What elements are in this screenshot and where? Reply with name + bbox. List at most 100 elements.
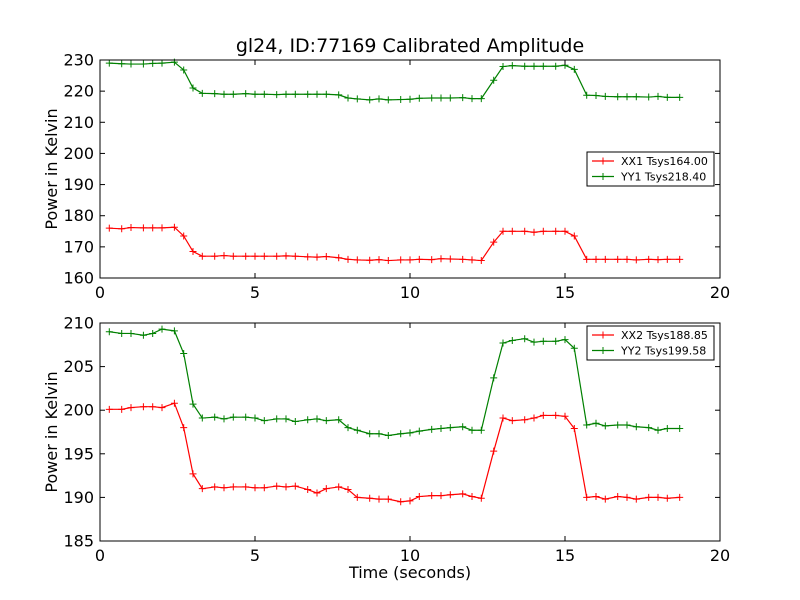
data-point — [105, 328, 113, 336]
x-tick-label: 10 — [400, 283, 420, 302]
data-point — [118, 405, 126, 413]
data-point — [304, 416, 312, 424]
data-point — [521, 416, 529, 424]
legend-swatch-marker — [599, 347, 607, 354]
data-point — [508, 227, 516, 235]
data-point — [632, 423, 640, 431]
data-point — [592, 255, 600, 263]
data-point — [539, 227, 547, 235]
legend-entry-label: XX2 Tsys188.85 — [621, 329, 708, 342]
data-point — [676, 493, 684, 501]
data-point — [127, 329, 135, 337]
x-axis-label: Time (seconds) — [348, 563, 471, 582]
x-tick-label: 20 — [710, 546, 730, 565]
legend-entry-label: YY2 Tsys199.58 — [620, 345, 706, 358]
data-point — [508, 336, 516, 344]
data-point — [676, 93, 684, 101]
y-tick-label: 230 — [63, 51, 94, 70]
data-point — [561, 412, 569, 420]
data-point — [242, 483, 250, 491]
data-point — [676, 425, 684, 433]
x-tick-label: 5 — [250, 283, 260, 302]
y-axis-label: Power in Kelvin — [42, 108, 61, 229]
data-point — [344, 94, 352, 102]
data-point — [353, 95, 361, 103]
data-point — [397, 498, 405, 506]
data-point — [459, 490, 467, 498]
data-point — [229, 90, 237, 98]
data-point — [539, 337, 547, 345]
chart-2: 0 5 10 15 20 185 190 195 200 205 210 Power in Kelvi… — [42, 314, 730, 583]
data-point — [251, 414, 259, 422]
series-1-2 — [105, 58, 684, 104]
data-point — [415, 94, 423, 102]
data-point — [623, 93, 631, 101]
data-point — [170, 223, 178, 231]
data-point — [211, 483, 219, 491]
data-point — [645, 424, 653, 432]
data-point — [570, 425, 578, 433]
data-point — [170, 327, 178, 335]
data-point — [158, 59, 166, 67]
legend-entry-label: XX1 Tsys164.00 — [621, 155, 708, 168]
data-point — [105, 59, 113, 67]
data-point — [322, 90, 330, 98]
data-point — [344, 486, 352, 494]
data-point — [623, 421, 631, 429]
data-point — [273, 482, 281, 490]
data-point — [406, 429, 414, 437]
data-point — [437, 492, 445, 500]
data-point — [530, 228, 538, 236]
data-point — [601, 92, 609, 100]
y-tick-label: 190 — [63, 175, 94, 194]
data-point — [251, 484, 259, 492]
data-point — [397, 430, 405, 438]
data-point — [198, 89, 206, 97]
data-point — [415, 255, 423, 263]
data-point — [632, 256, 640, 264]
data-point — [322, 485, 330, 493]
data-point — [198, 414, 206, 422]
data-point — [304, 90, 312, 98]
data-point — [211, 90, 219, 98]
data-point — [397, 96, 405, 104]
data-point — [273, 252, 281, 260]
data-point — [260, 252, 268, 260]
data-point — [366, 494, 374, 502]
data-point — [477, 95, 485, 103]
data-point — [304, 253, 312, 261]
x-tick-label: 10 — [400, 546, 420, 565]
data-point — [105, 224, 113, 232]
data-point — [170, 399, 178, 407]
y-tick-label: 170 — [63, 237, 94, 256]
data-point — [251, 90, 259, 98]
data-point — [158, 325, 166, 333]
data-point — [663, 425, 671, 433]
data-point — [645, 93, 653, 101]
data-point — [490, 238, 498, 246]
data-point — [273, 91, 281, 99]
data-point — [552, 411, 560, 419]
data-point — [139, 331, 147, 339]
data-point — [583, 493, 591, 501]
data-point — [552, 62, 560, 70]
data-point — [260, 484, 268, 492]
data-point — [105, 405, 113, 413]
data-point — [654, 493, 662, 501]
data-point — [149, 224, 157, 232]
data-point — [654, 426, 662, 434]
data-point — [313, 489, 321, 497]
data-point — [260, 417, 268, 425]
data-point — [530, 62, 538, 70]
y-tick-label: 220 — [63, 82, 94, 101]
data-point — [291, 252, 299, 260]
data-point — [521, 335, 529, 343]
data-point — [592, 92, 600, 100]
data-point — [468, 426, 476, 434]
data-point — [118, 329, 126, 337]
legend: XX1 Tsys164.00 YY1 Tsys218.40 — [586, 151, 715, 187]
data-point — [570, 232, 578, 240]
data-point — [322, 417, 330, 425]
